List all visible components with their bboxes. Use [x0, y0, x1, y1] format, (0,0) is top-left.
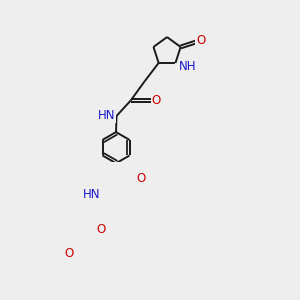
- Text: O: O: [152, 94, 161, 107]
- Text: HN: HN: [83, 188, 101, 201]
- Text: O: O: [65, 247, 74, 260]
- Text: O: O: [97, 223, 106, 236]
- Text: HN: HN: [98, 110, 116, 122]
- Text: O: O: [196, 34, 205, 47]
- Text: O: O: [137, 172, 146, 185]
- Text: NH: NH: [178, 60, 196, 73]
